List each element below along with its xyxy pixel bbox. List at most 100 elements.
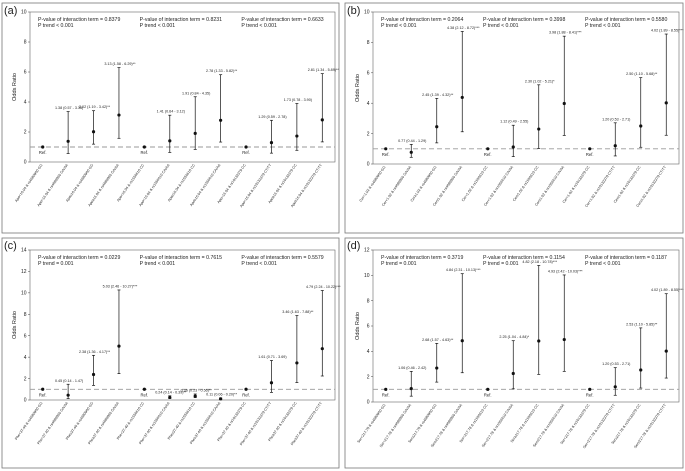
ci-label: 3.13 (1.58 - 6.29)**	[104, 62, 136, 66]
y-tick-label: 6	[24, 333, 27, 339]
ci-label: 3.46 (1.63 - 7.88)**	[282, 310, 314, 314]
y-tick-label: 2	[24, 376, 27, 382]
or-point	[537, 339, 541, 343]
or-point	[168, 395, 172, 400]
x-category-label: Cer<1.02 & rs1556610 CC	[461, 165, 489, 202]
or-point	[269, 381, 274, 385]
or-point	[511, 145, 515, 149]
or-point	[66, 393, 70, 397]
or-point	[320, 118, 324, 122]
p-trend: P trend < 0.001	[140, 261, 176, 267]
y-axis-label: Odds Ratio	[355, 312, 361, 340]
or-point	[537, 127, 541, 131]
or-point	[664, 349, 668, 353]
ci-label: 0.11 (0.06 - 0.20)**	[206, 392, 237, 396]
p-trend: P trend = 0.001	[381, 261, 417, 267]
x-category-label: Apo<16.04 & rs4680960 GG	[14, 163, 43, 203]
panel-label: (c)	[4, 240, 17, 252]
or-point	[460, 339, 464, 343]
y-tick-label: 12	[21, 269, 27, 275]
ci-label: 4.38 (2.12 - 8.72)***	[447, 26, 480, 30]
y-tick-label: 6	[367, 71, 370, 77]
ci-label: 4.93 (2.42 - 10.03)***	[548, 269, 583, 273]
interaction-pvalue: P-value of interaction term = 0.2064	[381, 17, 463, 23]
ci-label: 1.12 (0.49 - 2.55)	[500, 120, 528, 124]
ref-label: Ref.	[484, 392, 492, 397]
ci-label: 4.02 (1.89 - 8.55)***	[651, 288, 684, 292]
x-category-label: Cer≥1.02 & rs10132379 CT/TT	[636, 165, 668, 208]
or-point	[639, 368, 643, 372]
or-point	[142, 387, 146, 391]
panel-frame	[1, 2, 340, 234]
ref-label: Ref.	[586, 392, 594, 397]
y-axis-label: Odds Ratio	[12, 311, 18, 339]
y-tick-label: 2	[24, 130, 27, 136]
or-point	[91, 372, 96, 377]
or-point	[295, 361, 299, 365]
interaction-pvalue: P-value of interaction term = 0.3719	[381, 255, 463, 261]
interaction-pvalue: P-value of interaction term = 0.8231	[140, 17, 222, 23]
y-tick-label: 6	[367, 324, 370, 330]
y-tick-label: 12	[364, 248, 370, 254]
y-tick-label: 4	[24, 100, 27, 106]
y-tick-label: 8	[24, 40, 27, 46]
ci-label: 2.53 (1.10 - 5.85)**	[626, 322, 658, 326]
y-tick-label: 8	[367, 298, 370, 304]
x-category-label: Cer<1.02 & rs10132379 CC	[562, 165, 591, 204]
p-trend: P trend < 0.001	[241, 23, 277, 29]
x-category-label: Phe≥37.40 & rs1556610 CC	[167, 401, 196, 440]
panel-label: (b)	[347, 5, 360, 17]
or-point	[435, 125, 439, 129]
or-point	[511, 371, 515, 376]
y-axis-label: Odds Ratio	[355, 74, 361, 102]
ci-label: 4.84 (2.31 - 10.13)***	[446, 268, 481, 272]
x-category-label: Phe<37.40 & rs10132379 CC	[217, 401, 247, 442]
y-axis-label: Odds Ratio	[12, 73, 18, 101]
ci-label: 1.61 (0.71 - 3.69)	[258, 355, 286, 359]
panel-frame	[344, 237, 684, 469]
or-point	[244, 387, 248, 391]
ci-label: 2.78 (1.33 - 5.82)**	[206, 69, 238, 73]
p-trend: P trend < 0.001	[483, 23, 519, 29]
ci-label: 4.82 (2.18 - 10.78)***	[522, 260, 557, 264]
x-category-label: Cer≥1.02 & rs4680960 GG	[410, 165, 438, 202]
y-tick-label: 2	[367, 374, 370, 380]
y-tick-label: 0	[367, 400, 370, 406]
x-category-label: Apo<16.04 & rs1556610 CC	[116, 163, 145, 203]
p-trend: P trend < 0.001	[585, 23, 621, 29]
y-tick-label: 4	[367, 101, 370, 107]
or-point	[639, 124, 643, 128]
ci-label: 0.45 (0.14 - 1.47)	[55, 379, 83, 383]
ci-label: 2.30 (1.02 - 5.21)*	[525, 79, 555, 83]
or-point	[193, 394, 197, 398]
x-category-label: Ser≥217.78 & rs10132379 CC	[611, 403, 642, 445]
panel-2: (c) 0 2 4 6 8 10 12 14 Odds Ratio P-value of inter…	[1, 237, 341, 469]
ref-label: Ref.	[242, 150, 250, 155]
or-point	[460, 95, 464, 100]
x-category-label: Phe<37.40 & rs4680960 GG	[14, 401, 43, 441]
ref-label: Ref.	[586, 152, 594, 157]
y-tick-label: 4	[367, 349, 370, 355]
interaction-pvalue: P-value of interaction term = 0.3998	[483, 17, 565, 23]
or-point	[613, 385, 617, 389]
ci-label: 1.20 (0.53 - 2.71)	[602, 362, 630, 366]
interaction-pvalue: P-value of interaction term = 0.0229	[38, 255, 120, 261]
x-category-label: Phe<37.40 & rs1556610 CC	[116, 401, 145, 441]
ci-label: 0.36 (0.23 - 0.56)**	[181, 389, 213, 393]
x-category-label: Apo≥16.04 & rs10132379 CC	[267, 163, 297, 204]
p-trend: P trend = 0.001	[38, 261, 74, 267]
ref-label: Ref.	[141, 392, 149, 397]
x-category-label: Ser<217.78 & rs1556610 CC	[459, 403, 489, 444]
ref-label: Ref.	[39, 150, 47, 155]
or-point	[117, 113, 121, 117]
interaction-pvalue: P-value of interaction term = 0.1187	[585, 255, 667, 261]
ci-label: 4.02 (1.89 - 8.55)***	[651, 29, 684, 33]
ci-label: 0.77 (0.44 - 1.29)	[398, 139, 426, 143]
x-category-label: Cer<1.02 & rs4680960 GG	[359, 165, 387, 203]
y-tick-label: 8	[367, 40, 370, 46]
or-point	[486, 147, 490, 151]
ref-label: Ref.	[382, 152, 390, 157]
interaction-pvalue: P-value of interaction term = 0.7615	[140, 255, 222, 261]
panel-3: (d) 0 2 4 6 8 10 12 Odds Ratio P-value of interac…	[344, 237, 684, 469]
